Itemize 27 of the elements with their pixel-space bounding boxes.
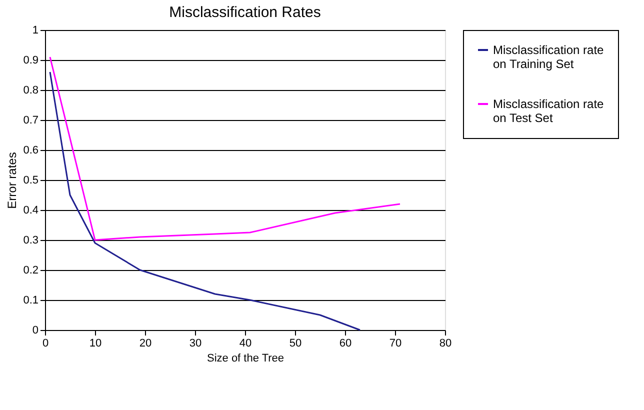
x-tick-label: 70: [389, 338, 402, 350]
chart-title: Misclassification Rates: [169, 4, 321, 21]
x-tick-label: 0: [42, 338, 49, 350]
y-tick-label: 0: [32, 324, 38, 336]
y-tick-label: 0.2: [23, 264, 38, 276]
line-series: [49, 56, 401, 241]
y-tick-label: 1: [32, 24, 38, 36]
y-tick-label: 0.1: [23, 294, 38, 306]
y-tick-label: 0.3: [23, 234, 38, 246]
y-tick-label: 0.7: [23, 114, 38, 126]
x-tick-label: 20: [139, 338, 152, 350]
x-tick-label: 60: [339, 338, 352, 350]
y-tick-label: 0.8: [23, 84, 38, 96]
y-tick-label: 0.4: [23, 204, 38, 216]
line-series: [49, 71, 361, 331]
y-axis-title: Error rates: [5, 152, 20, 209]
x-tick-label: 30: [189, 338, 202, 350]
legend-label: Misclassification rate on Training Set: [493, 43, 604, 71]
legend-label: Misclassification rate on Test Set: [493, 97, 604, 125]
x-tick-label: 10: [89, 338, 102, 350]
y-tick-label: 0.5: [23, 174, 38, 186]
x-tick-label: 40: [239, 338, 252, 350]
x-tick-label: 80: [439, 338, 452, 350]
x-tick-label: 50: [289, 338, 302, 350]
y-tick-label: 0.6: [23, 144, 38, 156]
x-axis-title: Size of the Tree: [206, 352, 284, 364]
y-tick-label: 0.9: [23, 54, 38, 66]
